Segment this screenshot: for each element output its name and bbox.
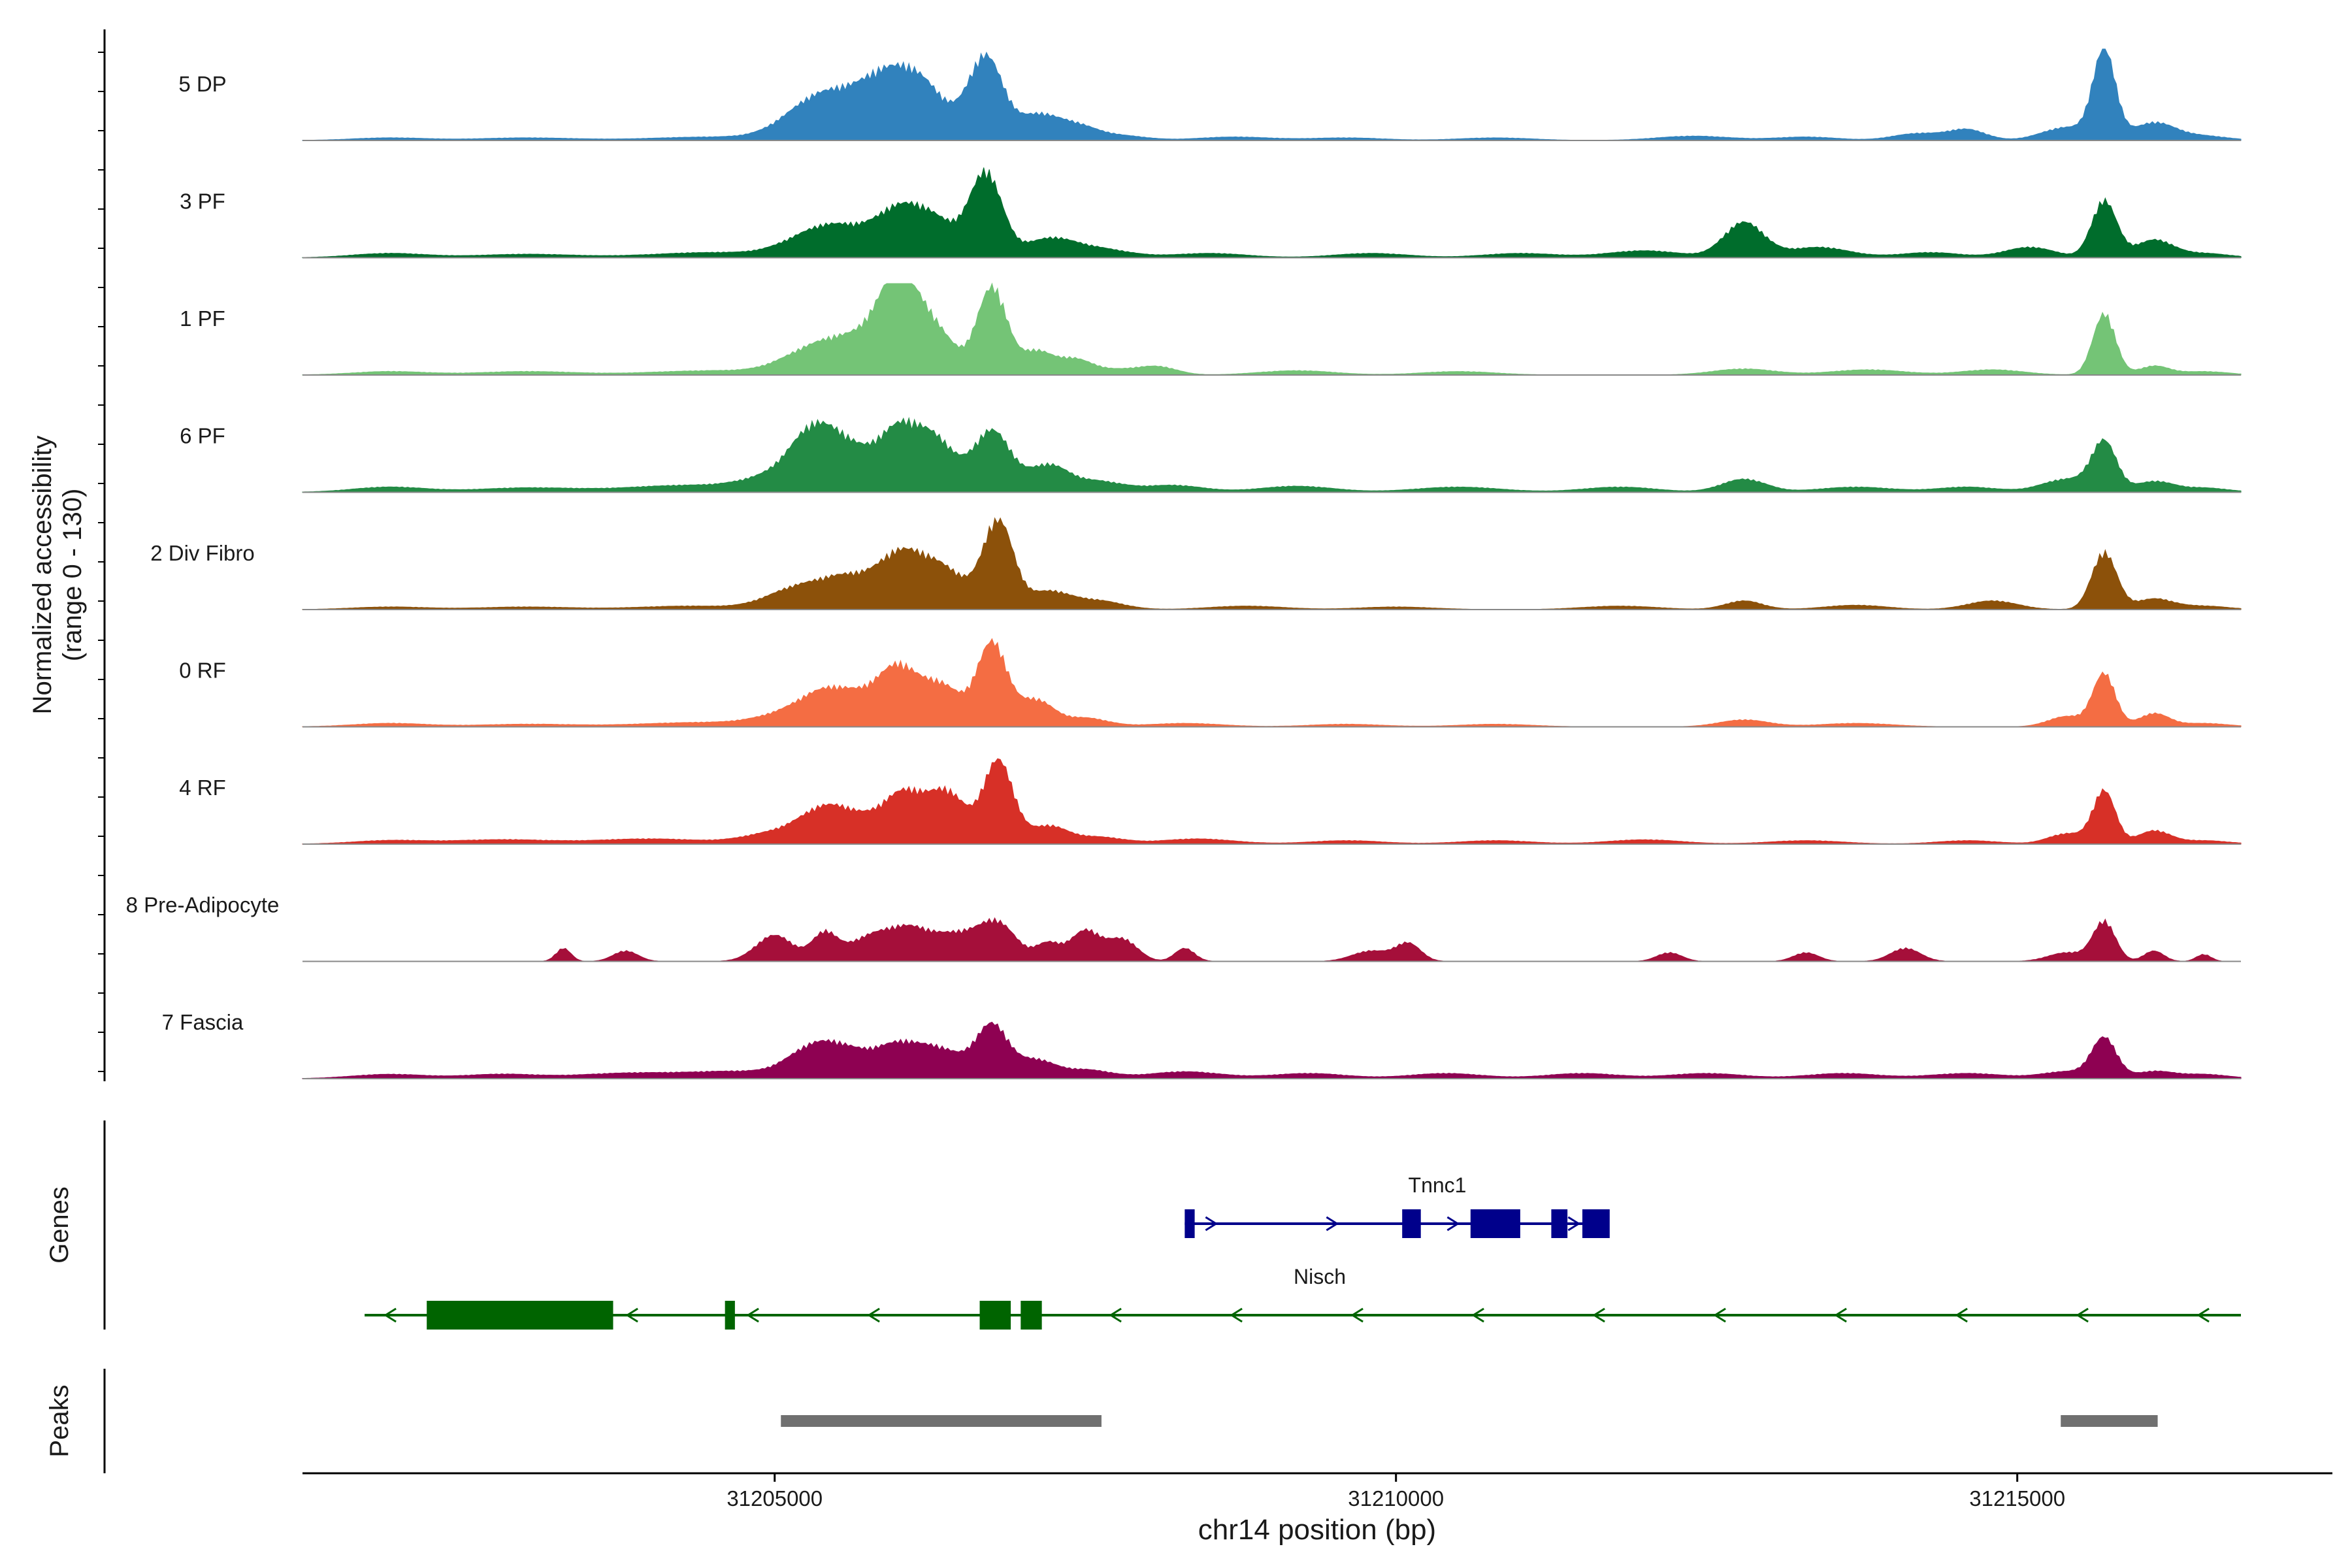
strand-arrow bbox=[1326, 1216, 1339, 1232]
exon-block bbox=[1551, 1209, 1568, 1238]
genes-panel: Genes Tnnc1 Nisch bbox=[45, 1120, 2241, 1330]
x-axis-label: chr14 position (bp) bbox=[1198, 1514, 1436, 1546]
strand-arrow bbox=[1471, 1307, 1484, 1323]
peaks-panel-label: Peaks bbox=[45, 1384, 74, 1457]
peak-region-bar bbox=[2061, 1415, 2158, 1427]
exon-block bbox=[1021, 1301, 1042, 1330]
genes-panel-label: Genes bbox=[45, 1186, 74, 1264]
coverage-area bbox=[302, 417, 2242, 493]
track-label: 3 PF bbox=[180, 189, 225, 214]
coverage-tracks: 5 DP 3 PF 1 PF 6 PF 2 Div Fibro 0 RF 4 RF 8 Pre… bbox=[126, 48, 2242, 1079]
exon-block bbox=[1470, 1209, 1520, 1238]
y-axis-title: Normalized accessibility (range 0 - 130) bbox=[28, 436, 87, 715]
coverage-area bbox=[302, 1021, 2242, 1079]
gene-label: Tnnc1 bbox=[1409, 1173, 1467, 1197]
exon-block bbox=[979, 1301, 1011, 1330]
strand-arrow bbox=[1955, 1307, 1968, 1323]
x-tick-label: 31205000 bbox=[727, 1486, 823, 1511]
strand-arrow bbox=[1205, 1216, 1218, 1232]
peaks-panel: Peaks bbox=[45, 1369, 2158, 1473]
track-5-dp: 5 DP bbox=[178, 48, 2242, 141]
strand-arrow bbox=[1592, 1307, 1605, 1323]
coverage-area bbox=[302, 167, 2242, 258]
track-label: 4 RF bbox=[179, 776, 226, 800]
track-8-pre-adipocyte: 8 Pre-Adipocyte bbox=[126, 893, 2241, 962]
x-axis: 31205000 31210000 31215000 chr14 position … bbox=[302, 1472, 2332, 1546]
strand-arrow bbox=[1230, 1307, 1243, 1323]
strand-arrow bbox=[746, 1307, 759, 1323]
strand-arrow bbox=[1567, 1216, 1581, 1232]
track-7-fascia: 7 Fascia bbox=[162, 1010, 2242, 1079]
strand-arrow bbox=[1350, 1307, 1364, 1323]
track-3-pf: 3 PF bbox=[180, 167, 2242, 259]
track-label: 7 Fascia bbox=[162, 1010, 244, 1034]
track-4-rf: 4 RF bbox=[179, 758, 2242, 845]
strand-arrow bbox=[867, 1307, 880, 1323]
gene-nisch: Nisch bbox=[365, 1265, 2241, 1330]
peak-region-bar bbox=[781, 1415, 1102, 1427]
track-0-rf: 0 RF bbox=[179, 638, 2242, 728]
gene-models: Tnnc1 Nisch bbox=[365, 1173, 2241, 1330]
track-1-pf: 1 PF bbox=[180, 282, 2242, 376]
track-label: 2 Div Fibro bbox=[150, 541, 255, 565]
x-axis-ticks: 31205000 31210000 31215000 bbox=[727, 1473, 2065, 1511]
track-label: 1 PF bbox=[180, 306, 225, 331]
exon-block bbox=[1582, 1209, 1610, 1238]
track-2-div-fibro: 2 Div Fibro bbox=[150, 517, 2242, 610]
strand-arrow bbox=[1446, 1216, 1460, 1232]
track-6-pf: 6 PF bbox=[180, 417, 2242, 493]
y-axis-sublabel: (range 0 - 130) bbox=[58, 489, 87, 662]
exon-block bbox=[725, 1301, 735, 1330]
coverage-area bbox=[302, 282, 2242, 376]
strand-arrow bbox=[2076, 1307, 2089, 1323]
track-label: 0 RF bbox=[179, 659, 226, 683]
strand-arrow bbox=[1109, 1307, 1122, 1323]
x-tick-label: 31210000 bbox=[1348, 1486, 1444, 1511]
strand-arrow bbox=[2197, 1307, 2210, 1323]
strand-arrow bbox=[625, 1307, 638, 1323]
y-axis-label: Normalized accessibility bbox=[28, 436, 57, 715]
track-label: 5 DP bbox=[178, 72, 226, 96]
exon-block bbox=[1402, 1209, 1421, 1238]
track-label: 6 PF bbox=[180, 424, 225, 448]
coverage-y-axis bbox=[98, 29, 106, 1081]
peak-regions bbox=[781, 1415, 2158, 1427]
track-label: 8 Pre-Adipocyte bbox=[126, 893, 280, 917]
coverage-area bbox=[302, 48, 2242, 141]
strand-arrow bbox=[1834, 1307, 1847, 1323]
exon-block bbox=[1184, 1209, 1195, 1238]
gene-tnnc1: Tnnc1 bbox=[1184, 1173, 1610, 1238]
strand-arrow bbox=[1713, 1307, 1726, 1323]
exon-block bbox=[427, 1301, 613, 1330]
strand-arrow bbox=[384, 1307, 397, 1323]
x-tick-label: 31215000 bbox=[1969, 1486, 2065, 1511]
gene-label: Nisch bbox=[1294, 1265, 1346, 1288]
coverage-area bbox=[302, 758, 2242, 845]
